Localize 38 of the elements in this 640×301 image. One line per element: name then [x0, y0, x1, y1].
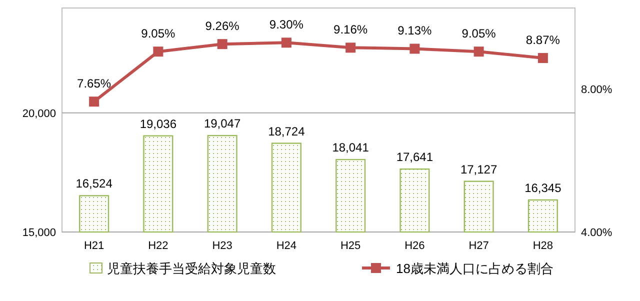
data-label: 9.05%: [462, 26, 496, 41]
y-tick-label: 20,000: [22, 108, 56, 120]
point: [474, 46, 484, 57]
point: [89, 96, 100, 107]
point: [346, 42, 356, 53]
y2-tick-label: 8.00%: [581, 84, 612, 96]
x-tick-label: H26: [404, 240, 425, 252]
x-tick-label: H21: [84, 240, 104, 252]
data-label: 9.16%: [334, 22, 368, 37]
point: [410, 44, 420, 54]
point: [281, 38, 292, 48]
data-label: 18,041: [332, 140, 370, 155]
x-tick-label: H24: [276, 240, 297, 252]
data-label: 9.05%: [141, 26, 176, 41]
data-label: 9.13%: [398, 24, 432, 38]
data-label: 7.65%: [77, 76, 112, 91]
data-label: 9.30%: [269, 18, 304, 32]
data-label: 8.87%: [526, 33, 560, 48]
data-label: 16,345: [524, 180, 562, 195]
x-tick-label: H23: [212, 240, 232, 252]
data-label: 17,127: [460, 162, 498, 176]
x-tick-label: H25: [340, 240, 361, 252]
y-tick-label: 15,000: [22, 227, 56, 239]
data-label: 9.26%: [205, 19, 240, 34]
point: [153, 46, 164, 57]
x-tick-label: H28: [532, 240, 554, 252]
legend-label: 児童扶養手当受給対象児童数: [107, 261, 276, 276]
data-label: 17,641: [396, 150, 434, 164]
x-tick-label: H22: [148, 240, 168, 252]
y2-tick-label: 4.00%: [581, 227, 612, 239]
data-label: 19,036: [140, 116, 177, 131]
data-label: 16,524: [76, 176, 113, 191]
point: [217, 39, 228, 50]
x-tick-label: H27: [468, 240, 489, 252]
point: [538, 53, 548, 64]
data-label: 19,047: [204, 116, 241, 131]
legend-label: 18歳未満人口に占める割合: [396, 261, 554, 276]
data-label: 18,724: [268, 124, 306, 138]
